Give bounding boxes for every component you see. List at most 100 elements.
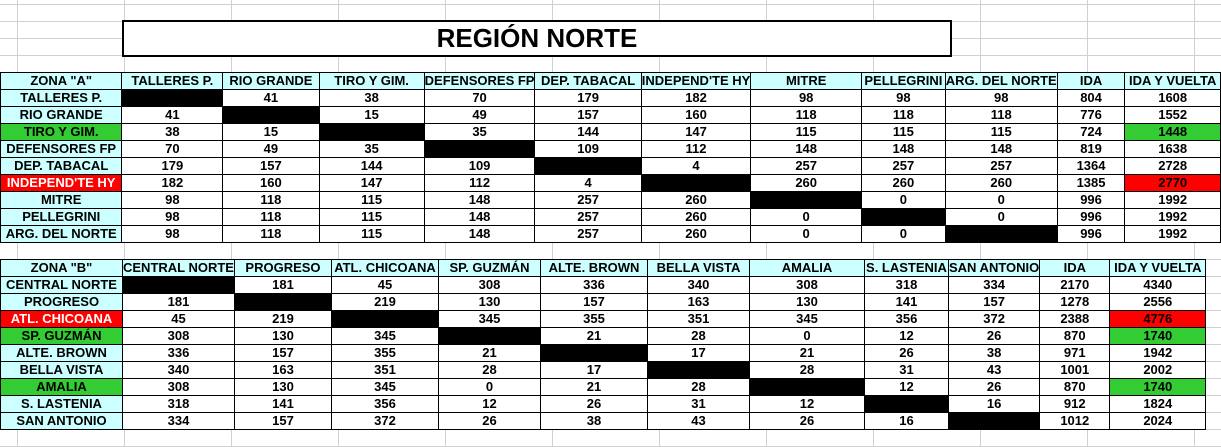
distance-cell[interactable]: 4: [640, 157, 752, 175]
distance-cell[interactable]: 4: [534, 174, 642, 192]
row-label-cell[interactable]: ARG. DEL NORTE: [0, 225, 123, 243]
column-header-cell[interactable]: MITRE: [750, 72, 863, 90]
diagonal-blank-cell[interactable]: [330, 310, 439, 328]
diagonal-blank-cell[interactable]: [437, 327, 541, 345]
row-label-cell[interactable]: INDEPEND'TE HY: [0, 174, 123, 192]
distance-cell[interactable]: 260: [944, 174, 1058, 192]
distance-cell[interactable]: 182: [640, 89, 752, 107]
distance-cell[interactable]: 181: [122, 293, 235, 311]
distance-cell[interactable]: 115: [944, 123, 1058, 141]
distance-cell[interactable]: 21: [748, 344, 865, 362]
distance-cell[interactable]: 308: [437, 276, 541, 294]
distance-cell[interactable]: 336: [539, 276, 648, 294]
distance-cell[interactable]: 308: [748, 276, 865, 294]
distance-cell[interactable]: 28: [748, 361, 865, 379]
diagonal-blank-cell[interactable]: [944, 225, 1058, 243]
distance-cell[interactable]: 257: [944, 157, 1058, 175]
distance-cell[interactable]: 28: [646, 327, 750, 345]
total-cell[interactable]: 1824: [1109, 395, 1207, 413]
distance-cell[interactable]: 118: [944, 106, 1058, 124]
distance-cell[interactable]: 870: [1039, 327, 1111, 345]
row-label-cell[interactable]: CENTRAL NORTE: [0, 276, 123, 294]
distance-cell[interactable]: 260: [640, 225, 752, 243]
diagonal-blank-cell[interactable]: [534, 157, 642, 175]
distance-cell[interactable]: 0: [750, 225, 863, 243]
total-cell[interactable]: 4340: [1109, 276, 1207, 294]
distance-cell[interactable]: 351: [330, 361, 439, 379]
total-cell[interactable]: 1992: [1124, 225, 1221, 243]
row-label-cell[interactable]: PELLEGRINI: [0, 208, 123, 226]
distance-cell[interactable]: 351: [646, 310, 750, 328]
column-header-cell[interactable]: ALTE. BROWN: [539, 259, 648, 277]
distance-cell[interactable]: 776: [1056, 106, 1126, 124]
diagonal-blank-cell[interactable]: [423, 140, 536, 158]
distance-cell[interactable]: 109: [423, 157, 536, 175]
distance-cell[interactable]: 26: [863, 344, 949, 362]
distance-cell[interactable]: 219: [330, 293, 439, 311]
column-header-cell[interactable]: RIO GRANDE: [222, 72, 320, 90]
total-cell[interactable]: 1740: [1109, 378, 1207, 396]
distance-cell[interactable]: 260: [861, 174, 946, 192]
distance-cell[interactable]: 28: [646, 378, 750, 396]
distance-cell[interactable]: 157: [539, 293, 648, 311]
zone-label-cell[interactable]: ZONA "B": [0, 259, 123, 277]
distance-cell[interactable]: 118: [222, 208, 320, 226]
distance-cell[interactable]: 0: [861, 191, 946, 209]
distance-cell[interactable]: 996: [1056, 191, 1126, 209]
distance-cell[interactable]: 355: [539, 310, 648, 328]
column-header-cell[interactable]: TIRO Y GIM.: [318, 72, 425, 90]
distance-cell[interactable]: 1001: [1039, 361, 1111, 379]
distance-cell[interactable]: 372: [947, 310, 1041, 328]
distance-cell[interactable]: 115: [861, 123, 946, 141]
distance-cell[interactable]: 98: [861, 89, 946, 107]
distance-cell[interactable]: 163: [233, 361, 332, 379]
distance-cell[interactable]: 163: [646, 293, 750, 311]
distance-cell[interactable]: 157: [534, 106, 642, 124]
total-cell[interactable]: 1992: [1124, 191, 1221, 209]
distance-cell[interactable]: 144: [318, 157, 425, 175]
distance-cell[interactable]: 17: [646, 344, 750, 362]
distance-cell[interactable]: 870: [1039, 378, 1111, 396]
distance-cell[interactable]: 41: [222, 89, 320, 107]
distance-cell[interactable]: 35: [318, 140, 425, 158]
row-label-cell[interactable]: S. LASTENIA: [0, 395, 123, 413]
diagonal-blank-cell[interactable]: [748, 378, 865, 396]
distance-cell[interactable]: 257: [534, 208, 642, 226]
column-header-cell[interactable]: DEFENSORES FP: [423, 72, 536, 90]
distance-cell[interactable]: 98: [121, 191, 224, 209]
distance-cell[interactable]: 971: [1039, 344, 1111, 362]
diagonal-blank-cell[interactable]: [947, 412, 1041, 430]
total-cell[interactable]: 2770: [1124, 174, 1221, 192]
distance-cell[interactable]: 2388: [1039, 310, 1111, 328]
column-header-cell[interactable]: DEP. TABACAL: [534, 72, 642, 90]
distance-cell[interactable]: 345: [330, 378, 439, 396]
distance-cell[interactable]: 130: [437, 293, 541, 311]
distance-cell[interactable]: 26: [539, 395, 648, 413]
distance-cell[interactable]: 0: [944, 208, 1058, 226]
distance-cell[interactable]: 118: [222, 225, 320, 243]
row-label-cell[interactable]: TIRO Y GIM.: [0, 123, 123, 141]
distance-cell[interactable]: 334: [947, 276, 1041, 294]
distance-cell[interactable]: 1012: [1039, 412, 1111, 430]
distance-cell[interactable]: 109: [534, 140, 642, 158]
distance-cell[interactable]: 115: [750, 123, 863, 141]
distance-cell[interactable]: 318: [863, 276, 949, 294]
total-cell[interactable]: 1740: [1109, 327, 1207, 345]
distance-cell[interactable]: 148: [944, 140, 1058, 158]
diagonal-blank-cell[interactable]: [863, 395, 949, 413]
distance-cell[interactable]: 141: [233, 395, 332, 413]
total-cell[interactable]: 1608: [1124, 89, 1221, 107]
distance-cell[interactable]: 257: [534, 191, 642, 209]
column-header-cell[interactable]: SP. GUZMÁN: [437, 259, 541, 277]
distance-cell[interactable]: 130: [233, 378, 332, 396]
distance-cell[interactable]: 219: [233, 310, 332, 328]
distance-cell[interactable]: 260: [640, 191, 752, 209]
total-cell[interactable]: 2024: [1109, 412, 1207, 430]
distance-cell[interactable]: 26: [947, 327, 1041, 345]
distance-cell[interactable]: 160: [222, 174, 320, 192]
distance-cell[interactable]: 1278: [1039, 293, 1111, 311]
distance-cell[interactable]: 148: [423, 208, 536, 226]
distance-cell[interactable]: 157: [233, 344, 332, 362]
row-label-cell[interactable]: DEP. TABACAL: [0, 157, 123, 175]
distance-cell[interactable]: 179: [121, 157, 224, 175]
